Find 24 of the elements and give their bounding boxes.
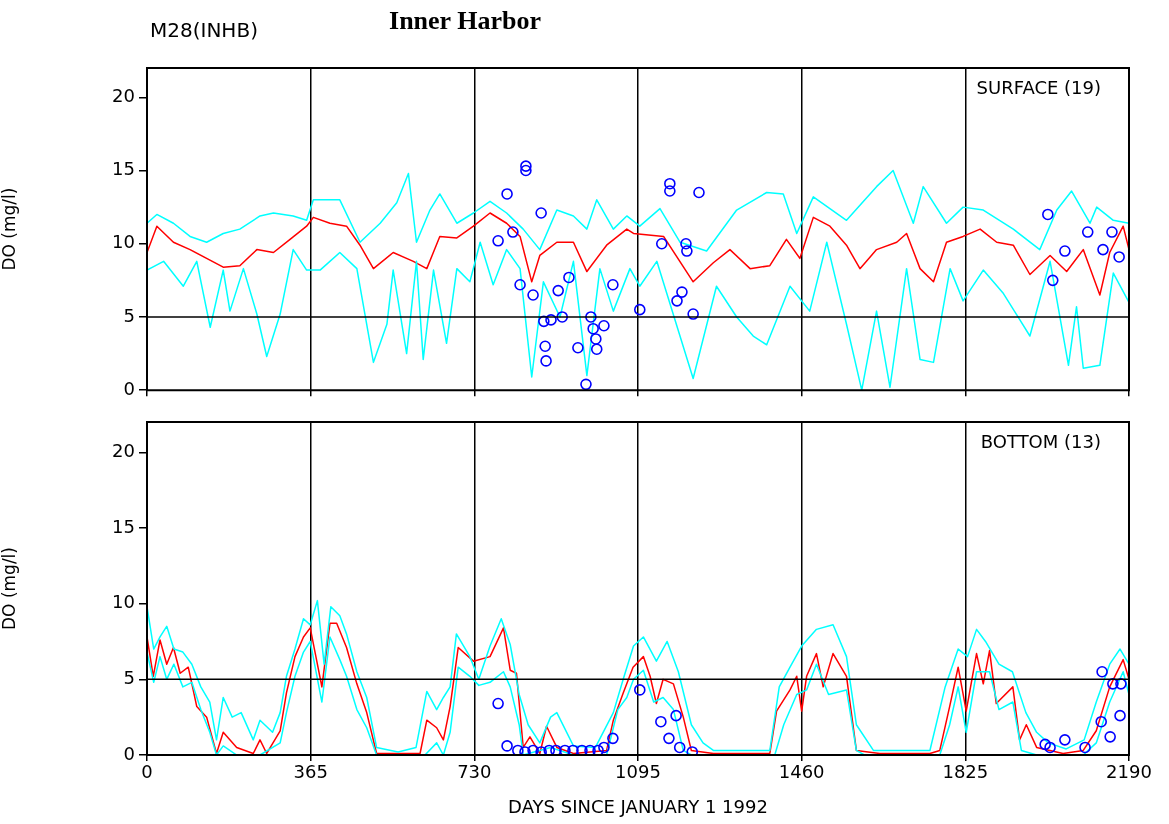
y-tick-label: 20 [112, 84, 135, 106]
y-tick-label: 10 [112, 231, 135, 253]
chart-subtitle: M28(INHB) [150, 18, 258, 42]
x-tick-label: 1825 [942, 761, 989, 783]
x-axis-title: DAYS SINCE JANUARY 1 1992 [508, 795, 768, 817]
x-tick-label: 730 [457, 761, 492, 783]
y-tick-label: 0 [123, 742, 135, 764]
x-tick-label: 365 [293, 761, 328, 783]
x-tick-label: 0 [141, 761, 153, 783]
y-tick-label: 15 [112, 515, 135, 537]
y-tick-label: 10 [112, 591, 135, 613]
y-tick-label: 0 [123, 377, 135, 399]
chart-title: Inner Harbor [388, 6, 542, 36]
annotation: BOTTOM (13) [980, 430, 1101, 452]
y-tick-label: 15 [112, 158, 135, 180]
x-tick-label: 2190 [1106, 761, 1152, 783]
y-axis-title: DO (mg/l) [0, 547, 19, 630]
annotation: SURFACE (19) [976, 76, 1101, 98]
y-axis-title: DO (mg/l) [0, 187, 19, 271]
x-tick-label: 1460 [778, 761, 825, 783]
y-tick-label: 5 [123, 666, 135, 688]
y-tick-label: 5 [123, 304, 135, 326]
x-tick-label: 1095 [615, 761, 661, 783]
y-tick-label: 20 [112, 439, 135, 461]
